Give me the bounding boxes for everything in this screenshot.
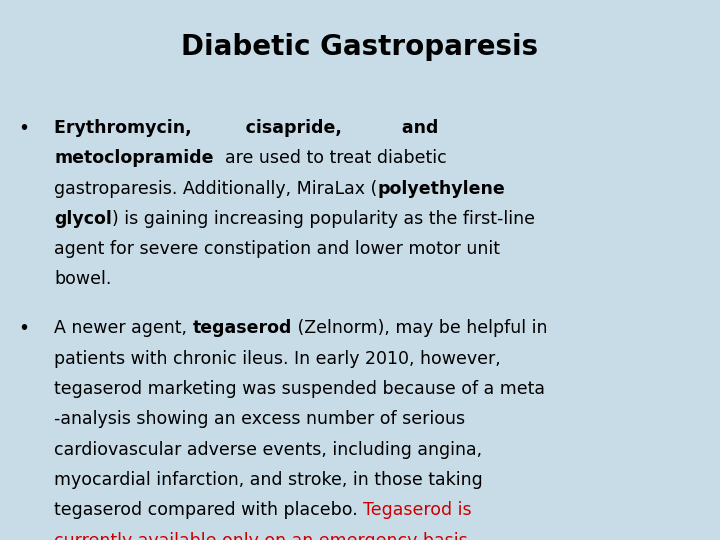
Text: metoclopramide: metoclopramide bbox=[54, 149, 214, 167]
Text: Erythromycin,         cisapride,          and: Erythromycin, cisapride, and bbox=[54, 119, 438, 137]
Text: Tegaserod is: Tegaserod is bbox=[364, 501, 472, 519]
Text: tegaserod compared with placebo.: tegaserod compared with placebo. bbox=[54, 501, 364, 519]
Text: Diabetic Gastroparesis: Diabetic Gastroparesis bbox=[181, 33, 539, 61]
Text: cardiovascular adverse events, including angina,: cardiovascular adverse events, including… bbox=[54, 441, 482, 458]
Text: agent for severe constipation and lower motor unit: agent for severe constipation and lower … bbox=[54, 240, 500, 258]
Text: glycol: glycol bbox=[54, 210, 112, 228]
Text: •: • bbox=[18, 119, 29, 138]
Text: myocardial infarction, and stroke, in those taking: myocardial infarction, and stroke, in th… bbox=[54, 471, 482, 489]
Text: tegaserod marketing was suspended because of a meta: tegaserod marketing was suspended becaus… bbox=[54, 380, 545, 398]
Text: ) is gaining increasing popularity as the first-line: ) is gaining increasing popularity as th… bbox=[112, 210, 535, 228]
Text: (Zelnorm), may be helpful in: (Zelnorm), may be helpful in bbox=[292, 320, 547, 338]
Text: patients with chronic ileus. In early 2010, however,: patients with chronic ileus. In early 20… bbox=[54, 350, 500, 368]
Text: currently available only on an emergency basis: currently available only on an emergency… bbox=[54, 531, 468, 540]
Text: •: • bbox=[18, 320, 29, 339]
Text: A newer agent,: A newer agent, bbox=[54, 320, 192, 338]
Text: bowel.: bowel. bbox=[54, 271, 112, 288]
Text: gastroparesis. Additionally, MiraLax (: gastroparesis. Additionally, MiraLax ( bbox=[54, 180, 377, 198]
Text: -analysis showing an excess number of serious: -analysis showing an excess number of se… bbox=[54, 410, 465, 428]
Text: polyethylene: polyethylene bbox=[377, 180, 505, 198]
Text: tegaserod: tegaserod bbox=[192, 320, 292, 338]
Text: are used to treat diabetic: are used to treat diabetic bbox=[214, 149, 446, 167]
